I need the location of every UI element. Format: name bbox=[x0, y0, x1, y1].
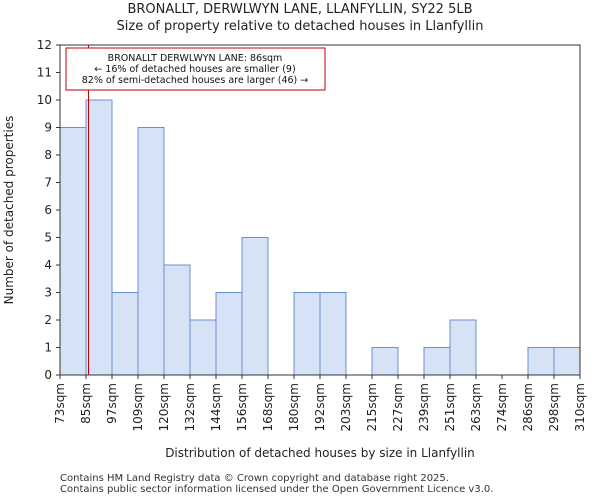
y-tick-label: 5 bbox=[44, 231, 52, 245]
bar-251sqm bbox=[449, 319, 477, 376]
y-tick-label: 12 bbox=[37, 38, 52, 52]
x-tick-label: 192sqm bbox=[313, 383, 327, 431]
x-tick-label: 168sqm bbox=[261, 383, 275, 431]
y-tick-label: 0 bbox=[44, 368, 52, 382]
y-axis-title: Number of detached properties bbox=[2, 116, 16, 305]
bar-239sqm bbox=[423, 347, 451, 376]
x-tick-label: 310sqm bbox=[573, 383, 587, 431]
plot-frame bbox=[59, 44, 581, 376]
y-tick-label: 2 bbox=[44, 313, 52, 327]
x-tick-label: 203sqm bbox=[339, 383, 353, 431]
y-tick-label: 1 bbox=[44, 341, 52, 355]
x-tick-label: 73sqm bbox=[53, 383, 67, 424]
x-tick-label: 180sqm bbox=[287, 383, 301, 431]
x-tick-label: 227sqm bbox=[391, 383, 405, 431]
x-tick-label: 263sqm bbox=[469, 383, 483, 431]
x-tick-label: 144sqm bbox=[209, 383, 223, 431]
footer-copyright: Contains HM Land Registry data © Crown c… bbox=[60, 473, 449, 484]
x-tick-label: 274sqm bbox=[495, 383, 509, 431]
annotation-frame bbox=[65, 47, 326, 91]
bar-120sqm bbox=[163, 264, 191, 376]
bar-73sqm bbox=[59, 127, 87, 376]
chart-subtitle: Size of property relative to detached ho… bbox=[116, 19, 484, 34]
x-tick-label: 215sqm bbox=[365, 383, 379, 431]
x-tick-label: 97sqm bbox=[105, 383, 119, 424]
bar-85sqm bbox=[85, 99, 113, 376]
x-axis-ticks: 73sqm 85sqm 97sqm 109sqm 120sqm 132sqm 144sqm 1… bbox=[53, 375, 587, 431]
bar-156sqm bbox=[241, 237, 269, 376]
bar-215sqm bbox=[371, 347, 399, 376]
x-tick-label: 120sqm bbox=[157, 383, 171, 431]
y-tick-label: 11 bbox=[37, 66, 52, 80]
y-tick-label: 3 bbox=[44, 286, 52, 300]
x-tick-label: 239sqm bbox=[417, 383, 431, 431]
y-tick-label: 9 bbox=[44, 121, 52, 135]
y-tick-label: 7 bbox=[44, 176, 52, 190]
x-tick-label: 251sqm bbox=[443, 383, 457, 431]
chart-title-address: BRONALLT, DERWLWYN LANE, LLANFYLLIN, SY2… bbox=[127, 2, 473, 17]
x-tick-label: 298sqm bbox=[547, 383, 561, 431]
bar-192sqm bbox=[319, 292, 347, 376]
bar-109sqm bbox=[137, 127, 165, 376]
x-axis-title: Distribution of detached houses by size … bbox=[165, 446, 475, 460]
bar-144sqm bbox=[215, 292, 243, 376]
x-tick-label: 286sqm bbox=[521, 383, 535, 431]
y-tick-label: 4 bbox=[44, 258, 52, 272]
y-tick-label: 8 bbox=[44, 148, 52, 162]
bar-132sqm bbox=[189, 319, 217, 376]
x-tick-label: 109sqm bbox=[131, 383, 145, 431]
footer-licence: Contains public sector information licen… bbox=[60, 484, 494, 495]
x-tick-label: 156sqm bbox=[235, 383, 249, 431]
bar-180sqm bbox=[293, 292, 321, 376]
annotation-line-3: 82% of semi-detached houses are larger (… bbox=[82, 75, 309, 86]
bar-298sqm bbox=[553, 347, 581, 376]
annotation-box: BRONALLT DERWLWYN LANE: 86sqm ← 16% of d… bbox=[65, 47, 326, 91]
y-tick-label: 10 bbox=[37, 93, 52, 107]
y-tick-label: 6 bbox=[44, 203, 52, 217]
annotation-line-1: BRONALLT DERWLWYN LANE: 86sqm bbox=[108, 53, 283, 64]
bar-286sqm bbox=[527, 347, 555, 376]
x-tick-label: 85sqm bbox=[79, 383, 93, 424]
bars-group bbox=[59, 99, 581, 376]
x-tick-label: 132sqm bbox=[183, 383, 197, 431]
annotation-line-2: ← 16% of detached houses are smaller (9) bbox=[94, 64, 295, 75]
bar-97sqm bbox=[111, 292, 139, 376]
